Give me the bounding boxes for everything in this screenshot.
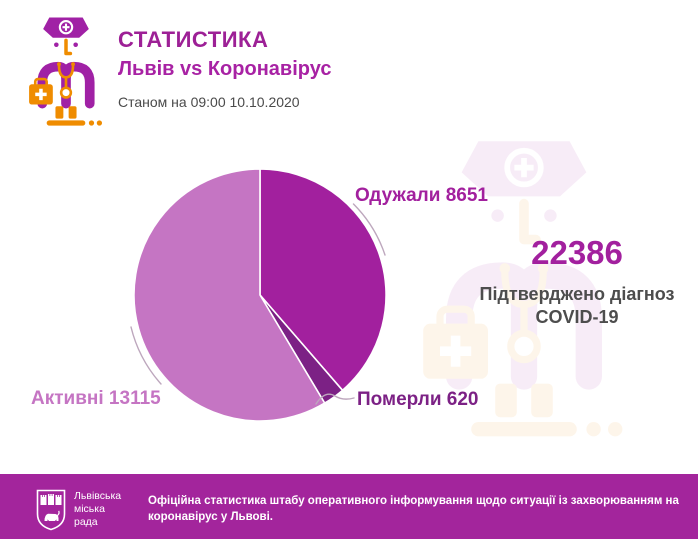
footer-text: Офіційна статистика штабу оперативного і… — [148, 495, 679, 523]
page-title: Львів vs Коронавірус — [118, 58, 332, 80]
logo-text: Львівська міська рада — [74, 490, 122, 529]
pie-label-active: Активні 13115 — [31, 388, 161, 409]
footer-bar: Львівська міська рада Офіційна статистика … — [0, 474, 698, 539]
pie-label-deceased: Померли 620 — [357, 389, 479, 410]
pie-label-recovered: Одужали 8651 — [355, 185, 488, 206]
leader-line-active — [130, 326, 162, 385]
total-confirmed-number: 22386 — [531, 234, 623, 271]
leader-line-deceased — [315, 393, 355, 405]
timestamp: Станом на 09:00 10.10.2020 — [118, 94, 300, 110]
pie-chart — [130, 168, 387, 422]
pie-slice-recovered — [259, 168, 387, 392]
pie-slices — [133, 168, 387, 422]
pie-slice-active — [133, 168, 326, 422]
total-confirmed-caption: Підтверджено діагноз COVID-19 — [479, 284, 675, 328]
leader-line-recovered — [352, 203, 386, 256]
kicker: СТАТИСТИКА — [118, 27, 269, 52]
lviv-city-council-logo-icon — [36, 489, 66, 531]
